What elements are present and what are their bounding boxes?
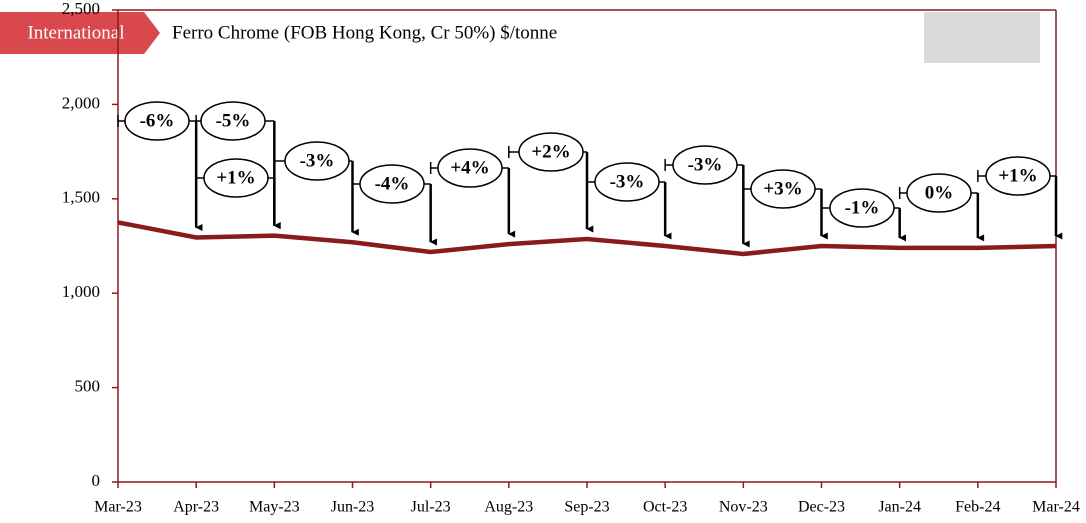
x-tick-label: Jun-23: [331, 499, 375, 516]
annotation: -1%: [845, 197, 880, 218]
annotation: 0%: [925, 182, 954, 203]
x-tick-label: Sep-23: [564, 499, 609, 516]
placeholder-box: [924, 12, 1040, 63]
annotation: +1%: [998, 165, 1037, 186]
annotation: -3%: [688, 154, 723, 175]
x-tick-label: Feb-24: [955, 499, 1000, 516]
x-tick-label: Jul-23: [411, 499, 451, 516]
annotation-bubble: [124, 101, 190, 141]
x-tick-label: Mar-23: [94, 499, 142, 516]
annotation-bubble: [359, 164, 425, 204]
x-tick-label: Oct-23: [643, 499, 687, 516]
annotation-bubble: [750, 169, 816, 209]
annotation-bubble: [518, 132, 584, 172]
x-tick-label: Jan-24: [878, 499, 921, 516]
annotation: -3%: [300, 150, 335, 171]
x-tick-label: Nov-23: [719, 499, 768, 516]
tag: International: [27, 22, 124, 43]
y-tick-label: 1,000: [62, 282, 100, 301]
series-line: [117, 220, 1057, 257]
annotation: +1%: [216, 167, 255, 188]
y-tick-label: 1,500: [62, 188, 100, 207]
annotation-bubble: [200, 101, 266, 141]
annotation: -6%: [140, 110, 175, 131]
annotation-bubble: [985, 156, 1051, 196]
x-tick-label: Apr-23: [173, 499, 219, 516]
annotation: +3%: [763, 178, 802, 199]
annotation: -3%: [610, 171, 645, 192]
tag-shape: [0, 12, 160, 54]
x-tick-label: Mar-24: [1032, 499, 1080, 516]
y-tick-label: 2,500: [62, 0, 100, 18]
annotation-bubble: [284, 141, 350, 181]
annotation: +4%: [450, 157, 489, 178]
chart-title: Ferro Chrome (FOB Hong Kong, Cr 50%) $/t…: [172, 22, 557, 43]
y-tick-label: 2,000: [62, 93, 100, 112]
annotation-bubble: [437, 148, 503, 188]
annotation-bubble: [594, 162, 660, 202]
x-tick-label: Dec-23: [798, 499, 845, 516]
annotation-bubble: [672, 145, 738, 185]
x-tick-label: May-23: [249, 499, 300, 516]
annotation-bubble: [829, 188, 895, 228]
annotation: -4%: [375, 173, 410, 194]
annotation-bubble: [906, 173, 972, 213]
annotation: +2%: [531, 141, 570, 162]
y-tick-label: 500: [75, 377, 101, 396]
annotation: -5%: [216, 110, 251, 131]
annotation-bubble: [203, 158, 269, 198]
x-tick-label: Aug-23: [484, 499, 533, 516]
y-tick-label: 0: [92, 471, 101, 490]
